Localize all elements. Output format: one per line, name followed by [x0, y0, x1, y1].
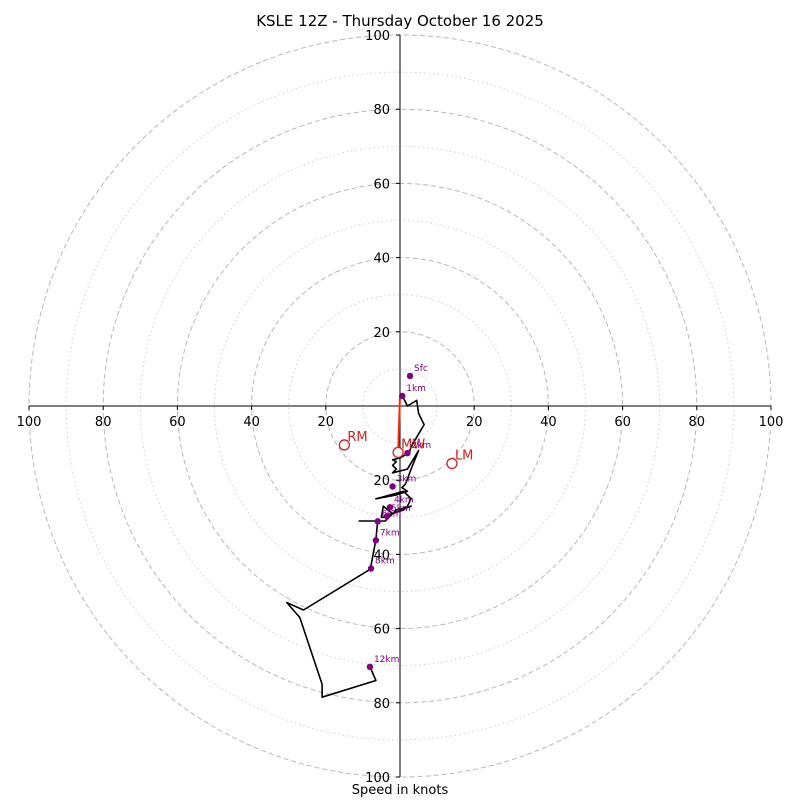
- storm-motion-lm-label: LM: [455, 449, 473, 464]
- height-label-8km: 8km: [375, 556, 395, 566]
- x-tick-label: 20: [466, 415, 483, 430]
- height-label-sfc: Sfc: [414, 364, 428, 374]
- height-marker-3km: [389, 483, 396, 490]
- x-tick-label: 40: [243, 415, 260, 430]
- y-tick-label: 40: [373, 252, 390, 267]
- height-label-6km: 6km: [382, 509, 402, 519]
- height-marker-1km: [399, 392, 406, 400]
- height-label-2km: 2km: [411, 441, 431, 451]
- height-marker-5km: [383, 512, 391, 520]
- x-tick-label: 80: [95, 415, 112, 430]
- height-label-12km: 12km: [374, 655, 399, 665]
- storm-motion-lm-marker: [446, 457, 458, 470]
- x-tick-label: 40: [540, 415, 557, 430]
- x-tick-label: 20: [318, 415, 335, 430]
- y-tick-label: 60: [373, 623, 390, 638]
- x-axis-label: Speed in knots: [351, 783, 449, 798]
- height-label-1km: 1km: [406, 384, 426, 394]
- height-marker-8km: [367, 565, 375, 572]
- storm-motion-rm-marker: [338, 439, 351, 451]
- storm-motion-rm-label: RM: [347, 430, 367, 445]
- y-tick-label: 100: [365, 29, 390, 44]
- y-tick-label: 20: [373, 474, 390, 489]
- x-tick-label: 60: [169, 415, 186, 430]
- height-marker-sfc: [406, 372, 414, 380]
- y-tick-label: 40: [373, 548, 390, 563]
- height-marker-4km: [386, 504, 394, 511]
- x-tick-label: 100: [17, 415, 42, 430]
- height-label-7km: 7km: [380, 528, 400, 538]
- storm-motion-mw-label: MW: [401, 437, 425, 452]
- y-tick-label: 60: [373, 177, 390, 192]
- chart-title: KSLE 12Z - Thursday October 16 2025: [256, 12, 544, 30]
- height-label-5km: 5km: [391, 504, 411, 514]
- storm-motion-mw-marker: [392, 446, 404, 459]
- y-tick-label: 20: [373, 326, 390, 341]
- y-tick-label: 80: [373, 697, 390, 712]
- x-tick-label: 60: [614, 415, 631, 430]
- height-label-4km: 4km: [394, 495, 414, 505]
- y-tick-label: 100: [365, 771, 390, 786]
- x-tick-label: 100: [759, 415, 784, 430]
- bulk-shear-vector: [397, 394, 401, 453]
- hodograph-trace: [285, 394, 425, 699]
- height-marker-7km: [372, 537, 380, 544]
- height-marker-2km: [404, 449, 411, 457]
- height-marker-6km: [374, 518, 381, 525]
- y-tick-label: 80: [373, 103, 390, 118]
- height-label-3km: 3km: [397, 475, 417, 485]
- x-tick-label: 80: [689, 415, 706, 430]
- height-marker-12km: [366, 663, 374, 671]
